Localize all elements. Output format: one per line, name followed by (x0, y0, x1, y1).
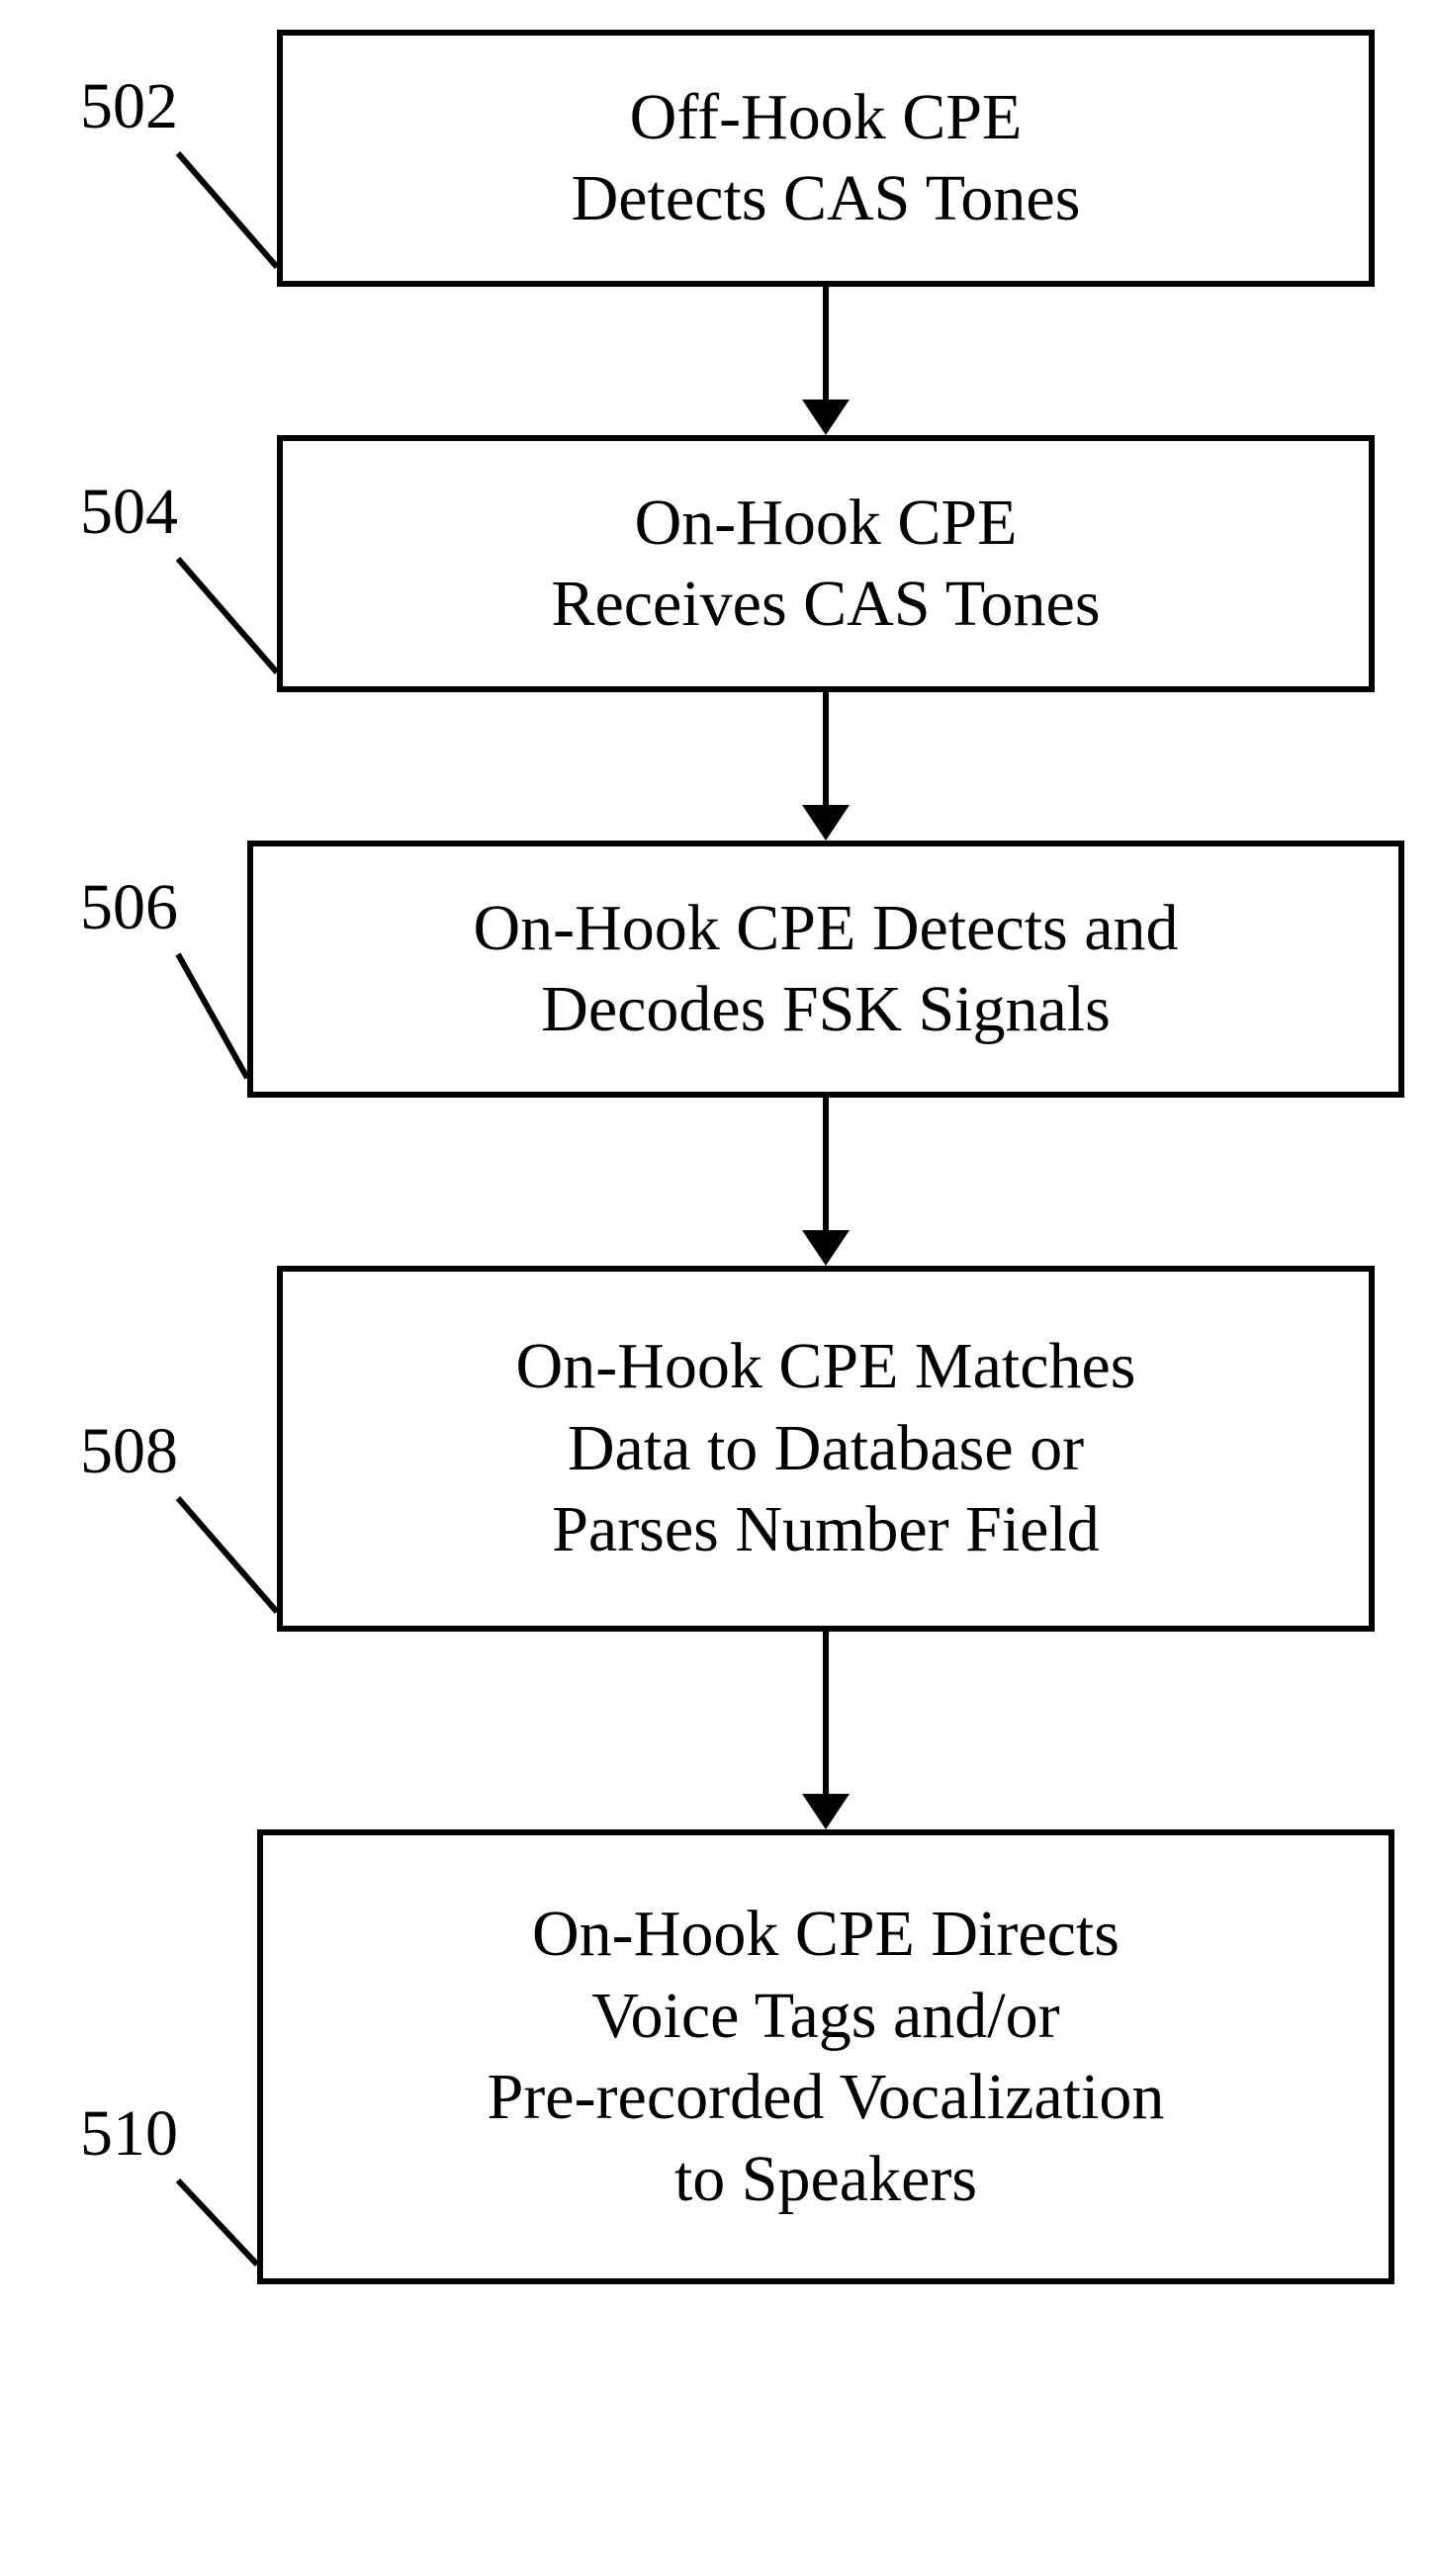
callout-line (176, 1496, 279, 1614)
flowchart-canvas: Off-Hook CPEDetects CAS Tones 502 On-Hook … (0, 0, 1434, 2576)
flow-node-text: On-Hook CPEReceives CAS Tones (551, 483, 1100, 646)
flow-node-text: On-Hook CPE MatchesData to Database orPa… (516, 1326, 1136, 1571)
flow-node-label-506: 506 (20, 870, 178, 945)
flow-node-508: On-Hook CPE MatchesData to Database orPa… (277, 1266, 1375, 1632)
flow-node-label-504: 504 (20, 475, 178, 550)
flow-arrow (786, 692, 865, 841)
flow-node-text: Off-Hook CPEDetects CAS Tones (572, 77, 1081, 240)
flow-node-506: On-Hook CPE Detects andDecodes FSK Signa… (247, 841, 1404, 1098)
flow-node-text: On-Hook CPE Detects andDecodes FSK Signa… (473, 888, 1178, 1051)
flow-arrow (786, 1632, 865, 1829)
flow-node-510: On-Hook CPE DirectsVoice Tags and/orPre-… (257, 1829, 1394, 2284)
callout-line (176, 952, 249, 1080)
callout-line (176, 151, 279, 269)
flow-node-502: Off-Hook CPEDetects CAS Tones (277, 30, 1375, 287)
callout-line (176, 557, 279, 674)
flow-arrow (786, 1098, 865, 1266)
flow-arrow (786, 287, 865, 435)
callout-line (176, 2178, 259, 2266)
flow-node-text: On-Hook CPE DirectsVoice Tags and/orPre-… (488, 1894, 1165, 2220)
flow-node-label-508: 508 (20, 1414, 178, 1489)
flow-node-label-502: 502 (20, 69, 178, 144)
flow-node-label-510: 510 (20, 2096, 178, 2172)
flow-node-504: On-Hook CPEReceives CAS Tones (277, 435, 1375, 692)
